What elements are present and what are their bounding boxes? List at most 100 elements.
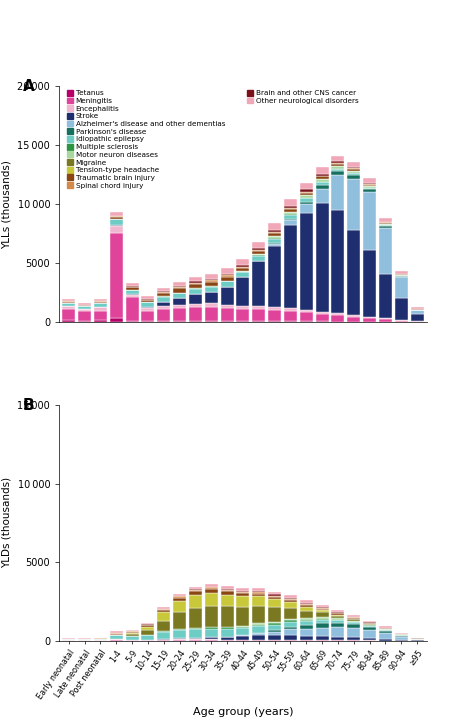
Bar bbox=[141, 635, 155, 640]
Bar bbox=[141, 296, 155, 299]
Bar bbox=[237, 592, 249, 593]
Bar bbox=[205, 627, 218, 629]
Bar bbox=[252, 251, 265, 254]
Bar bbox=[220, 627, 234, 629]
Bar bbox=[316, 174, 328, 176]
Bar bbox=[173, 298, 186, 305]
Bar bbox=[252, 320, 265, 323]
Bar bbox=[268, 597, 281, 599]
Bar bbox=[220, 282, 234, 287]
Bar bbox=[173, 598, 186, 600]
Bar bbox=[284, 600, 297, 602]
Bar bbox=[252, 626, 265, 633]
Bar bbox=[363, 189, 376, 192]
Bar bbox=[300, 605, 313, 607]
Bar bbox=[316, 613, 328, 617]
Bar bbox=[157, 609, 170, 610]
Bar bbox=[94, 310, 107, 320]
Bar bbox=[410, 314, 424, 321]
Bar bbox=[363, 630, 376, 638]
Bar bbox=[284, 311, 297, 321]
Bar bbox=[237, 629, 249, 636]
Bar bbox=[316, 203, 328, 312]
Bar bbox=[62, 639, 75, 640]
Bar bbox=[268, 239, 281, 243]
Bar bbox=[395, 274, 408, 275]
Bar bbox=[220, 276, 234, 281]
Bar bbox=[331, 313, 345, 315]
Bar bbox=[237, 607, 249, 626]
Bar bbox=[284, 608, 297, 618]
Bar bbox=[284, 218, 297, 220]
Bar bbox=[189, 283, 202, 284]
Bar bbox=[141, 307, 155, 308]
Bar bbox=[363, 625, 376, 626]
Bar bbox=[268, 608, 281, 621]
Bar bbox=[189, 307, 202, 321]
Bar bbox=[205, 589, 218, 593]
Bar bbox=[220, 586, 234, 589]
Bar bbox=[363, 192, 376, 250]
Bar bbox=[268, 635, 281, 640]
Bar bbox=[110, 212, 123, 216]
Bar bbox=[157, 288, 170, 291]
Bar bbox=[284, 199, 297, 205]
Bar bbox=[268, 310, 281, 321]
Bar bbox=[379, 626, 392, 628]
Bar bbox=[331, 171, 345, 176]
Bar bbox=[94, 307, 107, 310]
Bar bbox=[237, 264, 249, 266]
Bar bbox=[284, 629, 297, 635]
Bar bbox=[379, 228, 392, 274]
Bar bbox=[189, 294, 202, 304]
Bar bbox=[189, 640, 202, 641]
Bar bbox=[331, 176, 345, 210]
Text: A: A bbox=[22, 79, 34, 94]
Bar bbox=[300, 618, 313, 620]
Bar bbox=[316, 607, 328, 608]
Bar bbox=[284, 215, 297, 218]
Bar bbox=[395, 271, 408, 274]
Bar bbox=[62, 320, 75, 323]
Bar bbox=[347, 637, 360, 640]
Bar bbox=[205, 588, 218, 589]
Bar bbox=[205, 307, 218, 321]
Bar bbox=[316, 176, 328, 179]
Bar bbox=[363, 250, 376, 317]
Bar bbox=[347, 621, 360, 622]
Bar bbox=[284, 209, 297, 212]
Bar bbox=[268, 236, 281, 238]
Bar bbox=[347, 315, 360, 317]
Bar bbox=[300, 195, 313, 198]
Bar bbox=[331, 618, 345, 620]
Bar bbox=[363, 627, 376, 630]
Bar bbox=[94, 320, 107, 323]
Bar bbox=[141, 302, 155, 307]
Bar bbox=[395, 636, 408, 639]
Bar bbox=[173, 293, 186, 298]
Bar bbox=[252, 594, 265, 596]
Bar bbox=[205, 287, 218, 292]
Bar bbox=[363, 183, 376, 184]
Bar bbox=[252, 596, 265, 606]
Bar bbox=[316, 167, 328, 174]
Bar bbox=[126, 287, 138, 289]
Bar bbox=[300, 321, 313, 323]
Bar bbox=[268, 243, 281, 246]
Bar bbox=[300, 193, 313, 195]
Bar bbox=[347, 175, 360, 179]
Bar bbox=[252, 634, 265, 635]
Bar bbox=[220, 591, 234, 595]
Bar bbox=[363, 185, 376, 186]
Bar bbox=[410, 310, 424, 314]
Bar bbox=[110, 225, 123, 233]
Bar bbox=[78, 305, 91, 306]
Bar bbox=[173, 594, 186, 595]
Bar bbox=[284, 599, 297, 600]
Bar bbox=[237, 591, 249, 592]
Bar bbox=[126, 632, 138, 633]
Bar bbox=[62, 307, 75, 310]
Bar bbox=[316, 610, 328, 613]
Bar bbox=[157, 302, 170, 307]
Bar bbox=[379, 226, 392, 228]
